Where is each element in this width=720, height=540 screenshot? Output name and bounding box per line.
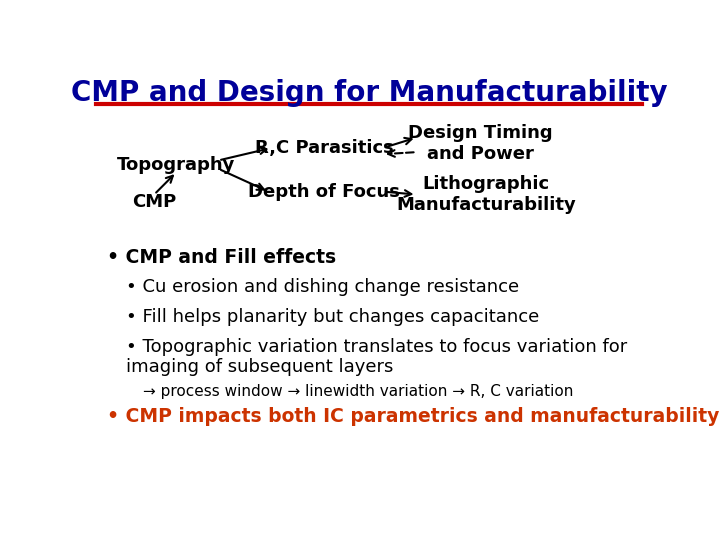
Text: CMP and Design for Manufacturability: CMP and Design for Manufacturability	[71, 79, 667, 107]
Text: Lithographic
Manufacturability: Lithographic Manufacturability	[396, 175, 576, 214]
Text: R,C Parasitics: R,C Parasitics	[255, 139, 394, 157]
Text: Topography: Topography	[117, 156, 235, 173]
Text: Depth of Focus: Depth of Focus	[248, 183, 400, 201]
Text: CMP: CMP	[132, 193, 176, 211]
Text: Design Timing
and Power: Design Timing and Power	[408, 124, 553, 163]
Text: • Fill helps planarity but changes capacitance: • Fill helps planarity but changes capac…	[126, 308, 539, 326]
Text: → process window → linewidth variation → R, C variation: → process window → linewidth variation →…	[143, 384, 573, 399]
Text: • Topographic variation translates to focus variation for
imaging of subsequent : • Topographic variation translates to fo…	[126, 338, 628, 376]
Text: • Cu erosion and dishing change resistance: • Cu erosion and dishing change resistan…	[126, 278, 519, 296]
Text: • CMP impacts both IC parametrics and manufacturability: • CMP impacts both IC parametrics and ma…	[107, 407, 719, 426]
Text: • CMP and Fill effects: • CMP and Fill effects	[107, 248, 336, 267]
